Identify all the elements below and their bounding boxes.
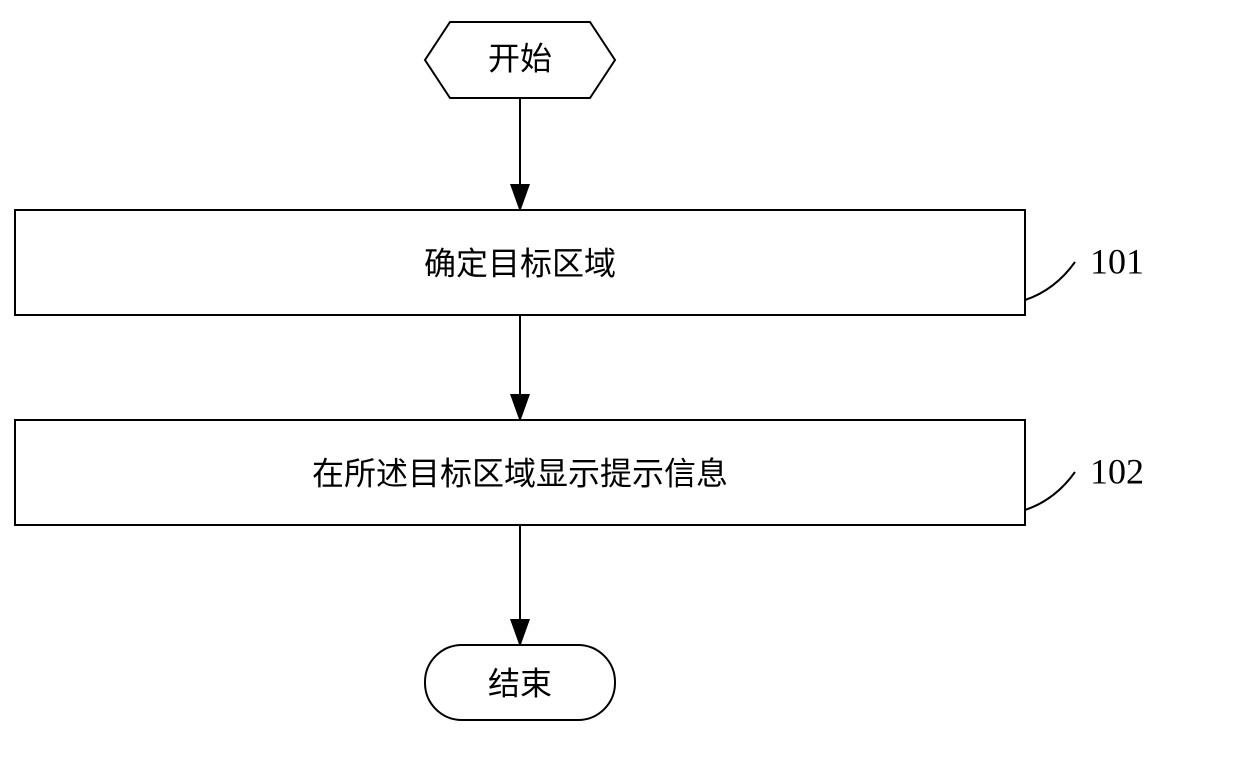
end-node: 结束 bbox=[425, 645, 615, 720]
step1-node: 确定目标区域 bbox=[15, 210, 1025, 315]
label-102-group: 102 bbox=[1025, 451, 1144, 510]
end-text: 结束 bbox=[488, 665, 552, 701]
step2-text: 在所述目标区域显示提示信息 bbox=[312, 455, 728, 491]
label-102-text: 102 bbox=[1090, 451, 1144, 491]
flowchart-svg: 开始 确定目标区域 101 在所述目标区域显示提示信息 102 bbox=[0, 0, 1240, 765]
start-node: 开始 bbox=[425, 22, 615, 98]
start-text: 开始 bbox=[488, 40, 552, 76]
label-101-connector bbox=[1025, 262, 1075, 300]
step1-text: 确定目标区域 bbox=[424, 245, 616, 281]
label-101-group: 101 bbox=[1025, 241, 1144, 300]
step2-node: 在所述目标区域显示提示信息 bbox=[15, 420, 1025, 525]
label-101-text: 101 bbox=[1090, 241, 1144, 281]
label-102-connector bbox=[1025, 472, 1075, 510]
flowchart-container: 开始 确定目标区域 101 在所述目标区域显示提示信息 102 bbox=[0, 0, 1240, 765]
